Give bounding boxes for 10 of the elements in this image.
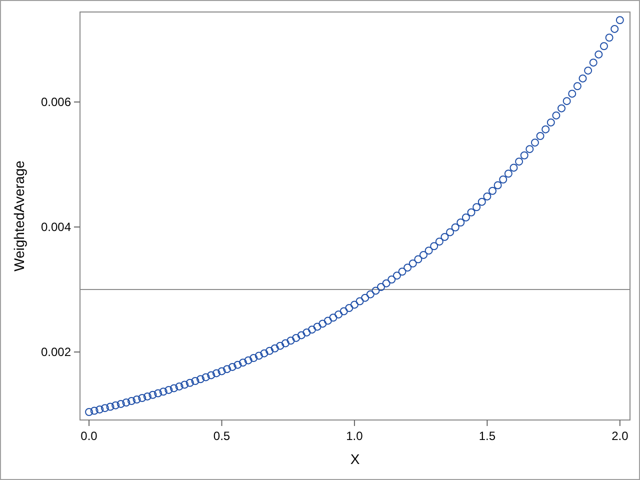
y-tick-label: 0.004 bbox=[40, 220, 72, 234]
x-axis-title: X bbox=[350, 451, 360, 467]
x-tick-label: 1.5 bbox=[478, 429, 496, 443]
x-tick-label: 0.5 bbox=[213, 429, 230, 443]
x-tick-label: 1.0 bbox=[346, 429, 364, 443]
y-axis-title: WeightedAverage bbox=[11, 160, 27, 272]
y-tick-label: 0.006 bbox=[40, 95, 72, 109]
x-tick-label: 2.0 bbox=[612, 429, 629, 443]
y-tick-label: 0.002 bbox=[40, 345, 72, 359]
x-tick-label: 0.0 bbox=[80, 429, 98, 443]
